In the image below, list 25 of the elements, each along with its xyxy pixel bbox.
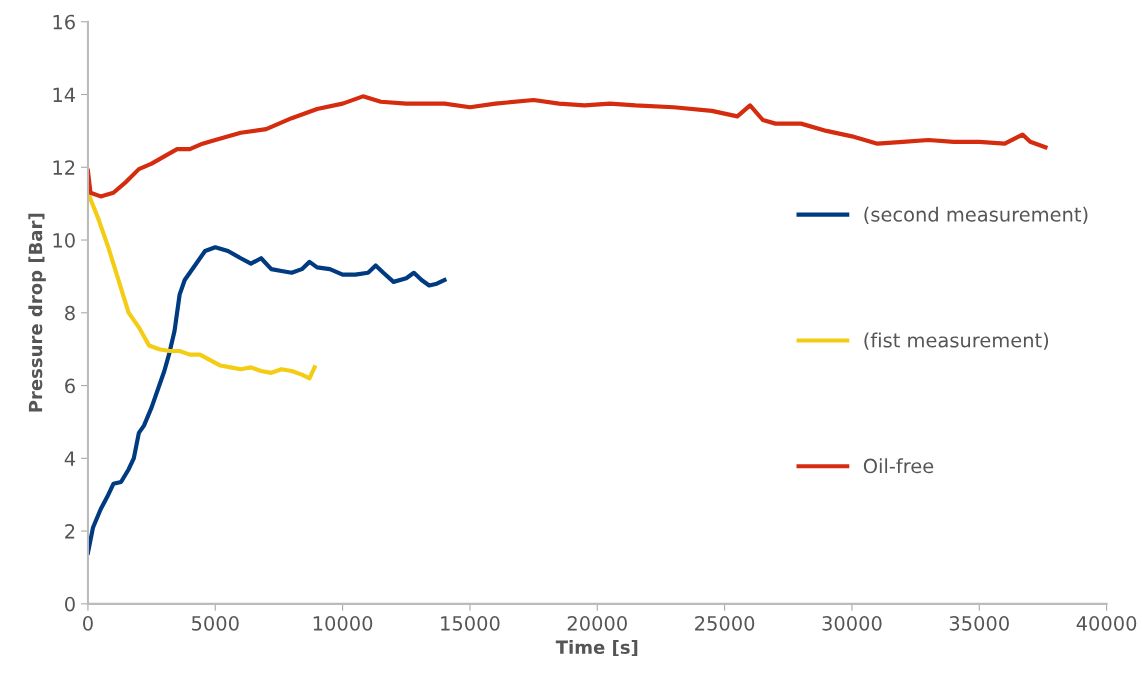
y-tick-label: 2 [65, 524, 75, 539]
x-tick-label: 40000 [1076, 615, 1137, 631]
legend-label: (fist measurement) [864, 332, 1049, 350]
y-tick-label: 12 [53, 160, 75, 175]
y-axis-title: Pressure drop [Bar] [28, 213, 46, 412]
x-tick-label: 15000 [441, 615, 500, 631]
y-tick-label: 6 [65, 378, 75, 394]
y-tick-label: 10 [53, 233, 75, 248]
y-tick-label: 16 [53, 14, 75, 30]
line-series [87, 94, 1048, 199]
x-axis-title: Time [s] [555, 640, 638, 657]
y-tick-label: 4 [64, 451, 76, 466]
legend-label: Oil-free [863, 458, 934, 474]
y-tick-label: 0 [65, 596, 75, 612]
x-tick-label: 0 [83, 615, 93, 631]
x-tick-label: 10000 [313, 615, 373, 631]
x-tick-label: 25000 [695, 615, 755, 631]
y-tick-label: 14 [53, 87, 76, 102]
line-series [87, 245, 447, 555]
x-tick-label: 20000 [567, 615, 627, 631]
x-tick-label: 35000 [949, 615, 1009, 631]
x-tick-label: 5000 [192, 615, 239, 631]
legend-label: (second measurement) [864, 206, 1088, 225]
y-tick-label: 8 [65, 305, 75, 321]
x-tick-label: 30000 [822, 615, 882, 631]
